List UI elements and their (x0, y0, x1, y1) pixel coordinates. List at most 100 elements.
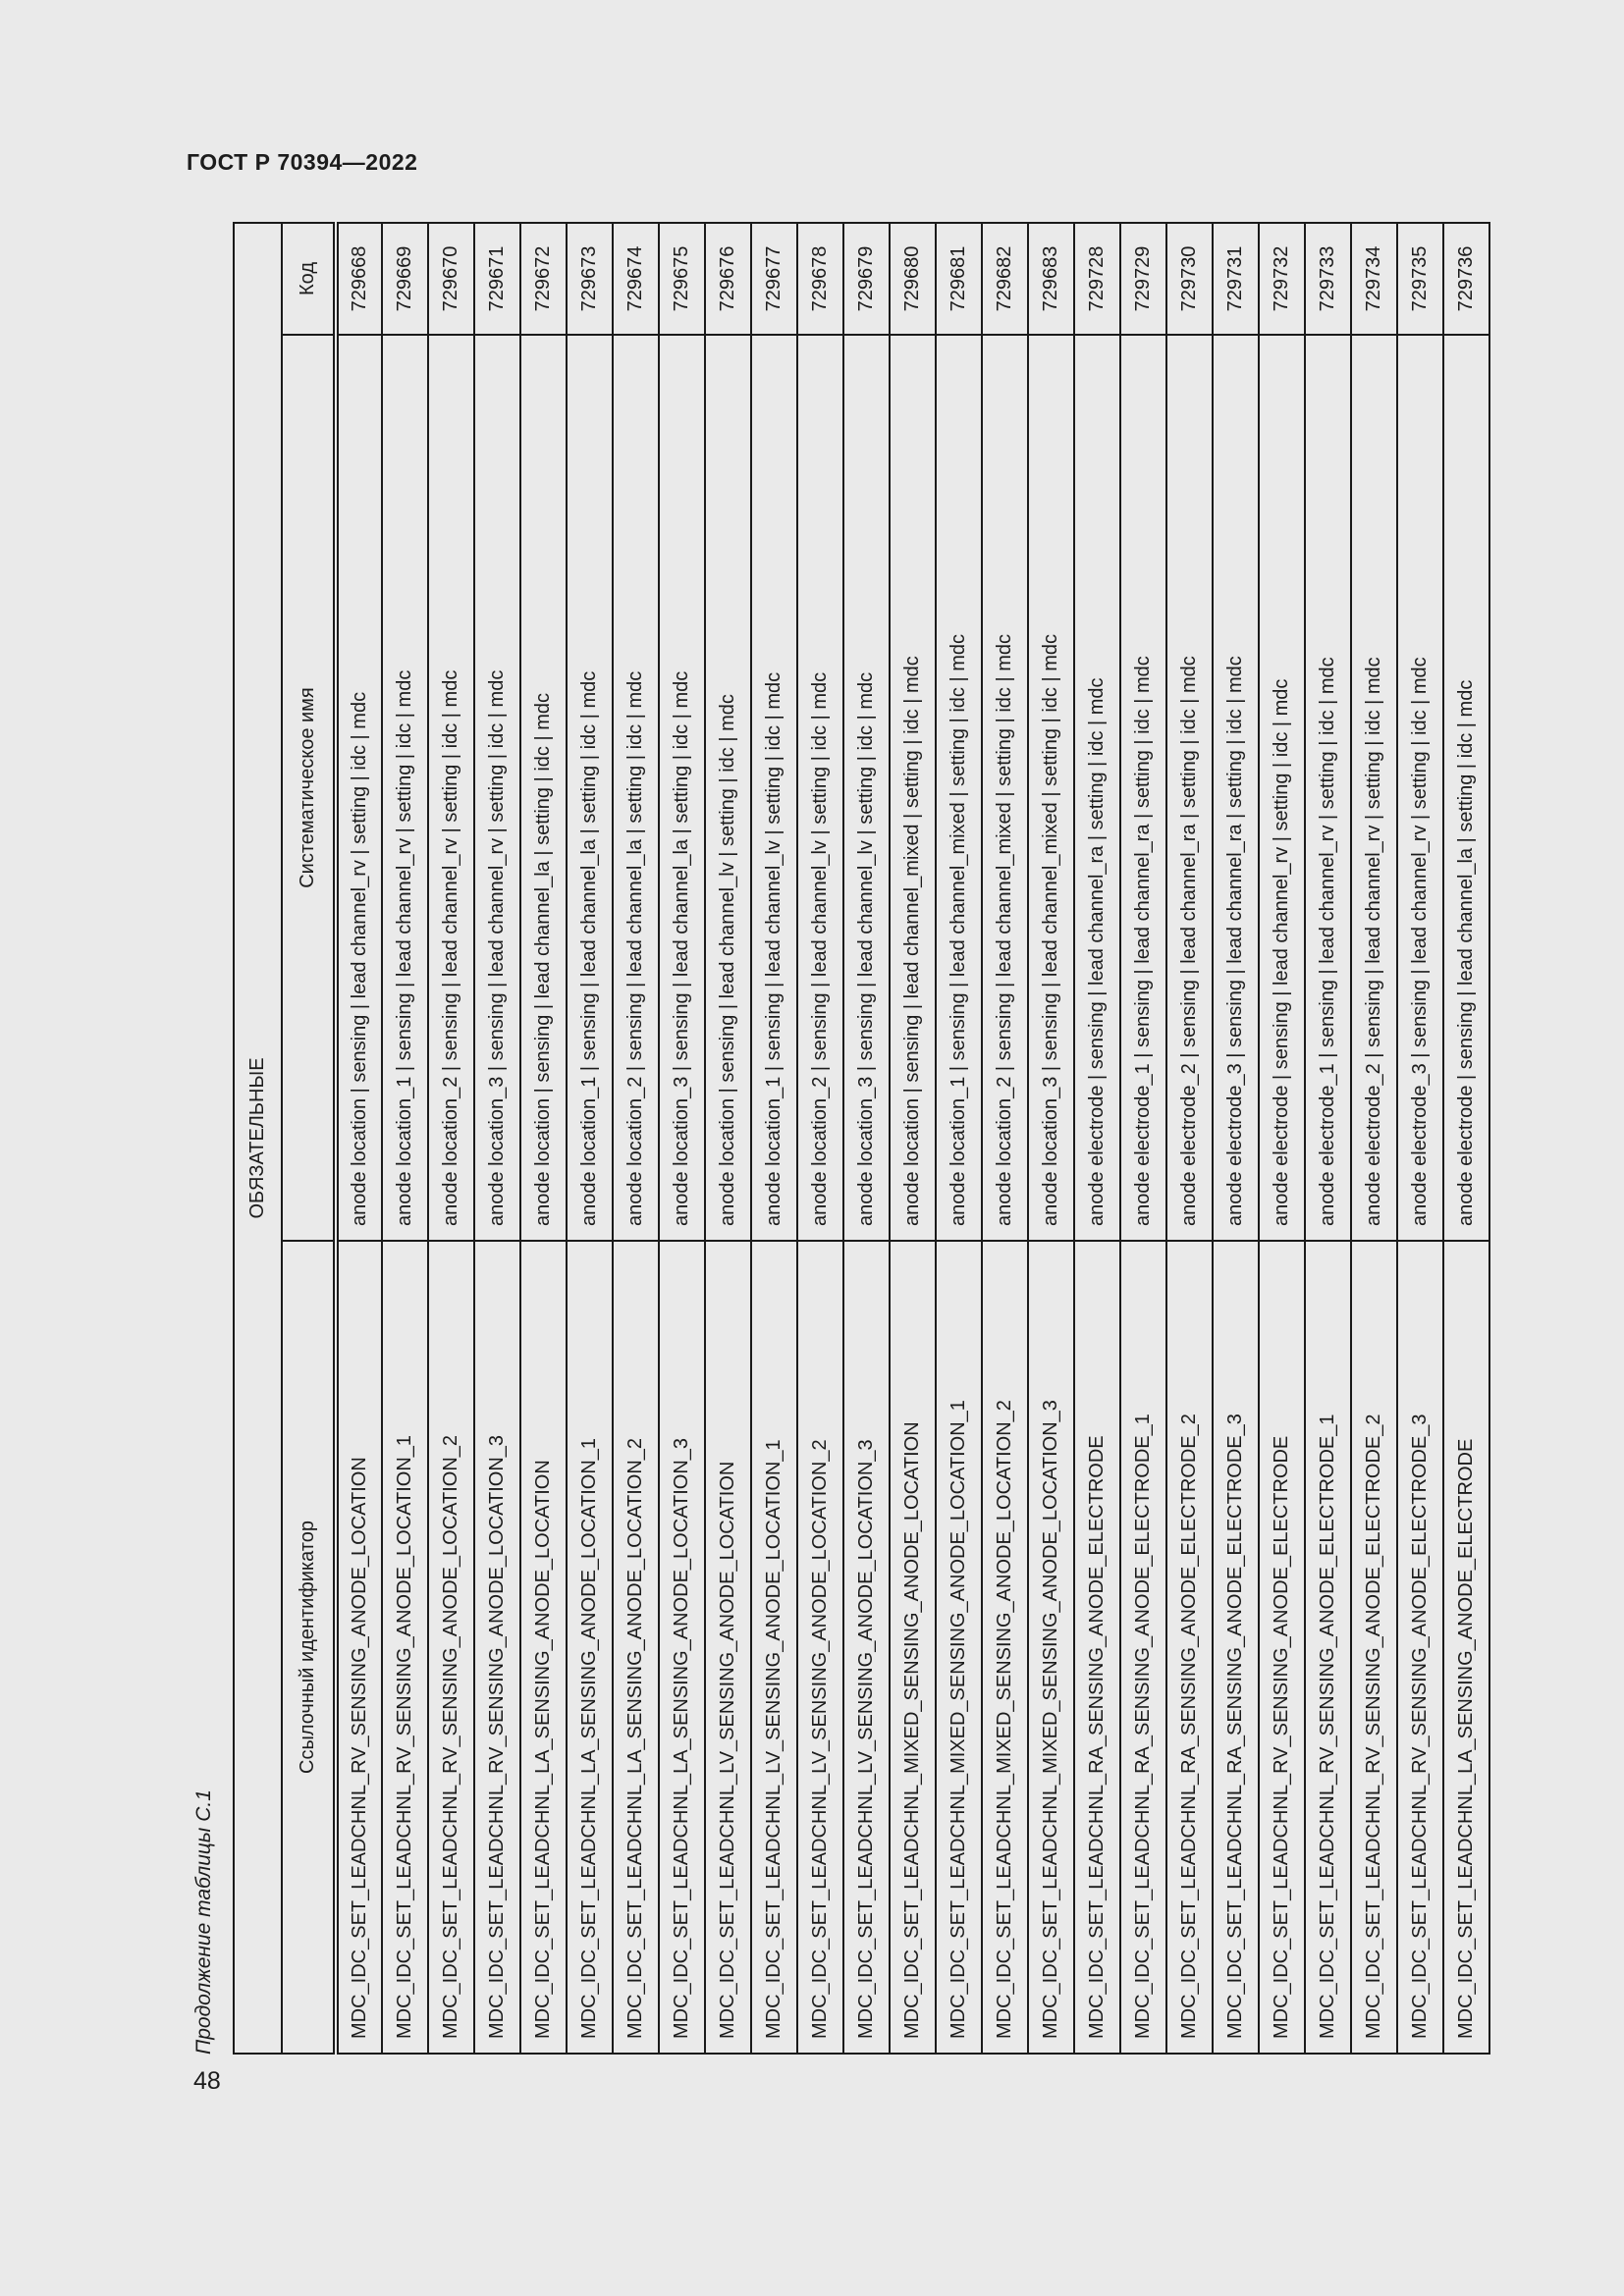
systematic-name-cell: anode location_1 | sensing | lead channe… (382, 335, 428, 1241)
code-cell: 729669 (382, 222, 428, 335)
code-cell: 729683 (1028, 222, 1074, 335)
systematic-name-cell: anode location | sensing | lead channel_… (705, 335, 751, 1241)
ref-id-cell: MDC_IDC_SET_LEADCHNL_RV_SENSING_ANODE_LO… (382, 1241, 428, 2054)
ref-id-cell: MDC_IDC_SET_LEADCHNL_MIXED_SENSING_ANODE… (1028, 1241, 1074, 2054)
section-header-cell: ОБЯЗАТЕЛЬНЫЕ (234, 222, 282, 2054)
ref-id-cell: MDC_IDC_SET_LEADCHNL_LV_SENSING_ANODE_LO… (751, 1241, 797, 2054)
ref-id-cell: MDC_IDC_SET_LEADCHNL_LV_SENSING_ANODE_LO… (705, 1241, 751, 2054)
code-cell: 729672 (520, 222, 567, 335)
column-header-code: Код (282, 222, 336, 335)
ref-id-cell: MDC_IDC_SET_LEADCHNL_RV_SENSING_ANODE_EL… (1259, 1241, 1305, 2054)
code-cell: 729733 (1305, 222, 1351, 335)
table-caption: Продолжение таблицы С.1 (192, 1789, 215, 2055)
column-header-row: Ссылочный идентификатор Систематическое … (282, 222, 336, 2054)
code-cell: 729673 (567, 222, 613, 335)
code-cell: 729682 (982, 222, 1028, 335)
code-cell: 729736 (1443, 222, 1489, 335)
table-row: MDC_IDC_SET_LEADCHNL_RA_SENSING_ANODE_EL… (1120, 222, 1166, 2054)
table-row: MDC_IDC_SET_LEADCHNL_LA_SENSING_ANODE_LO… (659, 222, 705, 2054)
table-row: MDC_IDC_SET_LEADCHNL_RV_SENSING_ANODE_EL… (1351, 222, 1397, 2054)
systematic-name-cell: anode electrode_1 | sensing | lead chann… (1120, 335, 1166, 1241)
systematic-name-cell: anode location_2 | sensing | lead channe… (797, 335, 843, 1241)
table-row: MDC_IDC_SET_LEADCHNL_MIXED_SENSING_ANODE… (982, 222, 1028, 2054)
code-cell: 729668 (336, 222, 382, 335)
ref-id-cell: MDC_IDC_SET_LEADCHNL_RA_SENSING_ANODE_EL… (1074, 1241, 1120, 2054)
systematic-name-cell: anode electrode_3 | sensing | lead chann… (1213, 335, 1259, 1241)
systematic-name-cell: anode location | sensing | lead channel_… (890, 335, 936, 1241)
section-header-row: ОБЯЗАТЕЛЬНЫЕ (234, 222, 282, 2054)
ref-id-cell: MDC_IDC_SET_LEADCHNL_LA_SENSING_ANODE_LO… (613, 1241, 659, 2054)
systematic-name-cell: anode electrode_2 | sensing | lead chann… (1166, 335, 1213, 1241)
systematic-name-cell: anode location_2 | sensing | lead channe… (982, 335, 1028, 1241)
table-row: MDC_IDC_SET_LEADCHNL_RV_SENSING_ANODE_EL… (1305, 222, 1351, 2054)
table-row: MDC_IDC_SET_LEADCHNL_RV_SENSING_ANODE_LO… (336, 222, 382, 2054)
systematic-name-cell: anode electrode | sensing | lead channel… (1443, 335, 1489, 1241)
code-cell: 729730 (1166, 222, 1213, 335)
ref-id-cell: MDC_IDC_SET_LEADCHNL_MIXED_SENSING_ANODE… (936, 1241, 982, 2054)
ref-id-cell: MDC_IDC_SET_LEADCHNL_MIXED_SENSING_ANODE… (982, 1241, 1028, 2054)
code-cell: 729681 (936, 222, 982, 335)
code-cell: 729731 (1213, 222, 1259, 335)
code-cell: 729729 (1120, 222, 1166, 335)
ref-id-cell: MDC_IDC_SET_LEADCHNL_RA_SENSING_ANODE_EL… (1213, 1241, 1259, 2054)
code-cell: 729678 (797, 222, 843, 335)
table-row: MDC_IDC_SET_LEADCHNL_MIXED_SENSING_ANODE… (890, 222, 936, 2054)
code-cell: 729734 (1351, 222, 1397, 335)
table-row: MDC_IDC_SET_LEADCHNL_LV_SENSING_ANODE_LO… (751, 222, 797, 2054)
table-row: MDC_IDC_SET_LEADCHNL_RA_SENSING_ANODE_EL… (1213, 222, 1259, 2054)
doc-header: ГОСТ Р 70394—2022 (187, 149, 418, 175)
table-body: ОБЯЗАТЕЛЬНЫЕ Ссылочный идентификатор Сис… (234, 222, 1489, 2054)
table-row: MDC_IDC_SET_LEADCHNL_LV_SENSING_ANODE_LO… (843, 222, 890, 2054)
code-cell: 729677 (751, 222, 797, 335)
systematic-name-cell: anode location_2 | sensing | lead channe… (428, 335, 474, 1241)
code-cell: 729675 (659, 222, 705, 335)
ref-id-cell: MDC_IDC_SET_LEADCHNL_LV_SENSING_ANODE_LO… (843, 1241, 890, 2054)
rotated-table-container: ОБЯЗАТЕЛЬНЫЕ Ссылочный идентификатор Сис… (233, 221, 1490, 2055)
systematic-name-cell: anode location_3 | sensing | lead channe… (1028, 335, 1074, 1241)
table-row: MDC_IDC_SET_LEADCHNL_RV_SENSING_ANODE_LO… (382, 222, 428, 2054)
code-cell: 729735 (1397, 222, 1443, 335)
ref-id-cell: MDC_IDC_SET_LEADCHNL_RV_SENSING_ANODE_EL… (1397, 1241, 1443, 2054)
table-row: MDC_IDC_SET_LEADCHNL_RA_SENSING_ANODE_EL… (1074, 222, 1120, 2054)
code-cell: 729670 (428, 222, 474, 335)
code-cell: 729676 (705, 222, 751, 335)
systematic-name-cell: anode location_3 | sensing | lead channe… (659, 335, 705, 1241)
table-row: MDC_IDC_SET_LEADCHNL_MIXED_SENSING_ANODE… (1028, 222, 1074, 2054)
table-row: MDC_IDC_SET_LEADCHNL_RV_SENSING_ANODE_EL… (1397, 222, 1443, 2054)
table-row: MDC_IDC_SET_LEADCHNL_LV_SENSING_ANODE_LO… (705, 222, 751, 2054)
systematic-name-cell: anode location_1 | sensing | lead channe… (567, 335, 613, 1241)
ref-id-cell: MDC_IDC_SET_LEADCHNL_MIXED_SENSING_ANODE… (890, 1241, 936, 2054)
column-header-systematic-name: Систематическое имя (282, 335, 336, 1241)
table-row: MDC_IDC_SET_LEADCHNL_LA_SENSING_ANODE_EL… (1443, 222, 1489, 2054)
page-number: 48 (193, 2067, 221, 2095)
table-row: MDC_IDC_SET_LEADCHNL_LV_SENSING_ANODE_LO… (797, 222, 843, 2054)
systematic-name-cell: anode electrode | sensing | lead channel… (1074, 335, 1120, 1241)
table-row: MDC_IDC_SET_LEADCHNL_RV_SENSING_ANODE_LO… (474, 222, 520, 2054)
systematic-name-cell: anode electrode_2 | sensing | lead chann… (1351, 335, 1397, 1241)
ref-id-cell: MDC_IDC_SET_LEADCHNL_RV_SENSING_ANODE_LO… (336, 1241, 382, 2054)
ref-id-cell: MDC_IDC_SET_LEADCHNL_LA_SENSING_ANODE_LO… (567, 1241, 613, 2054)
table-row: MDC_IDC_SET_LEADCHNL_RV_SENSING_ANODE_EL… (1259, 222, 1305, 2054)
code-cell: 729671 (474, 222, 520, 335)
code-cell: 729680 (890, 222, 936, 335)
ref-id-cell: MDC_IDC_SET_LEADCHNL_LA_SENSING_ANODE_LO… (659, 1241, 705, 2054)
table-row: MDC_IDC_SET_LEADCHNL_LA_SENSING_ANODE_LO… (613, 222, 659, 2054)
ref-id-cell: MDC_IDC_SET_LEADCHNL_RV_SENSING_ANODE_LO… (428, 1241, 474, 2054)
systematic-name-cell: anode location_1 | sensing | lead channe… (751, 335, 797, 1241)
table-row: MDC_IDC_SET_LEADCHNL_LA_SENSING_ANODE_LO… (567, 222, 613, 2054)
systematic-name-cell: anode electrode_1 | sensing | lead chann… (1305, 335, 1351, 1241)
data-table: ОБЯЗАТЕЛЬНЫЕ Ссылочный идентификатор Сис… (233, 221, 1490, 2055)
ref-id-cell: MDC_IDC_SET_LEADCHNL_RV_SENSING_ANODE_LO… (474, 1241, 520, 2054)
ref-id-cell: MDC_IDC_SET_LEADCHNL_RA_SENSING_ANODE_EL… (1166, 1241, 1213, 2054)
systematic-name-cell: anode electrode_3 | sensing | lead chann… (1397, 335, 1443, 1241)
systematic-name-cell: anode location_1 | sensing | lead channe… (936, 335, 982, 1241)
code-cell: 729728 (1074, 222, 1120, 335)
table-row: MDC_IDC_SET_LEADCHNL_RV_SENSING_ANODE_LO… (428, 222, 474, 2054)
ref-id-cell: MDC_IDC_SET_LEADCHNL_RV_SENSING_ANODE_EL… (1305, 1241, 1351, 2054)
systematic-name-cell: anode location_3 | sensing | lead channe… (474, 335, 520, 1241)
code-cell: 729732 (1259, 222, 1305, 335)
code-cell: 729679 (843, 222, 890, 335)
table-row: MDC_IDC_SET_LEADCHNL_LA_SENSING_ANODE_LO… (520, 222, 567, 2054)
ref-id-cell: MDC_IDC_SET_LEADCHNL_RV_SENSING_ANODE_EL… (1351, 1241, 1397, 2054)
